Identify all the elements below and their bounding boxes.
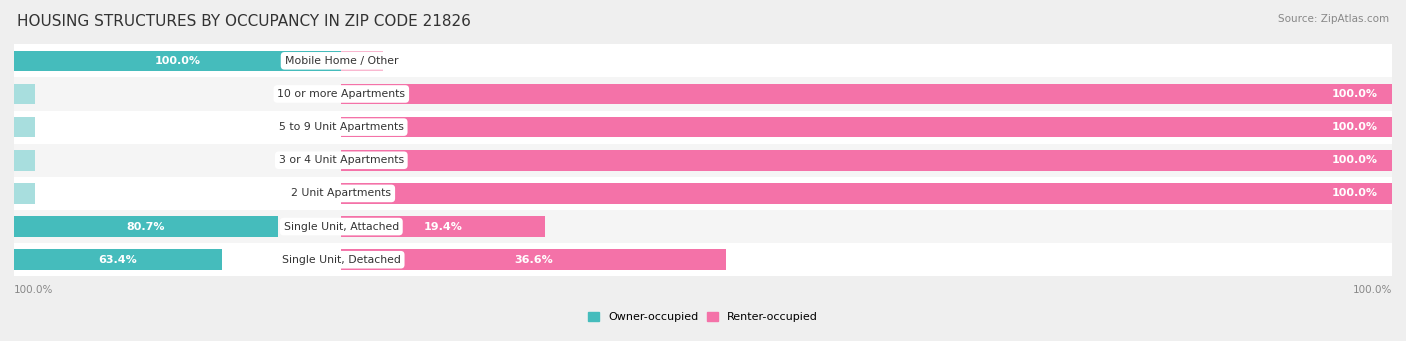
- Text: 100.0%: 100.0%: [155, 56, 201, 66]
- Text: 3 or 4 Unit Apartments: 3 or 4 Unit Apartments: [278, 155, 404, 165]
- Text: 100.0%: 100.0%: [1331, 89, 1378, 99]
- Text: 10 or more Apartments: 10 or more Apartments: [277, 89, 405, 99]
- Text: 0.0%: 0.0%: [302, 122, 330, 132]
- Text: 100.0%: 100.0%: [1331, 189, 1378, 198]
- Legend: Owner-occupied, Renter-occupied: Owner-occupied, Renter-occupied: [583, 307, 823, 327]
- Text: 100.0%: 100.0%: [1331, 122, 1378, 132]
- Bar: [14, 84, 35, 104]
- Bar: [14, 77, 1392, 110]
- Text: 2 Unit Apartments: 2 Unit Apartments: [291, 189, 391, 198]
- Text: 36.6%: 36.6%: [515, 255, 553, 265]
- Text: 80.7%: 80.7%: [127, 222, 166, 232]
- Text: 0.0%: 0.0%: [352, 56, 380, 66]
- Bar: [14, 243, 1392, 276]
- Text: 5 to 9 Unit Apartments: 5 to 9 Unit Apartments: [278, 122, 404, 132]
- Text: Single Unit, Detached: Single Unit, Detached: [281, 255, 401, 265]
- Bar: [14, 183, 35, 204]
- Bar: [14, 44, 1392, 77]
- Text: 63.4%: 63.4%: [98, 255, 138, 265]
- Bar: [342, 216, 546, 237]
- Text: 100.0%: 100.0%: [1331, 155, 1378, 165]
- Bar: [14, 144, 1392, 177]
- Text: 100.0%: 100.0%: [1353, 285, 1392, 295]
- Text: 100.0%: 100.0%: [14, 285, 53, 295]
- Text: Source: ZipAtlas.com: Source: ZipAtlas.com: [1278, 14, 1389, 24]
- Bar: [342, 50, 384, 71]
- Bar: [14, 250, 222, 270]
- Text: Single Unit, Attached: Single Unit, Attached: [284, 222, 399, 232]
- Text: 0.0%: 0.0%: [302, 89, 330, 99]
- Text: Mobile Home / Other: Mobile Home / Other: [284, 56, 398, 66]
- Bar: [342, 183, 1392, 204]
- Text: 19.4%: 19.4%: [423, 222, 463, 232]
- Bar: [14, 150, 35, 170]
- Text: 0.0%: 0.0%: [302, 155, 330, 165]
- Bar: [342, 84, 1392, 104]
- Bar: [342, 150, 1392, 170]
- Bar: [14, 117, 35, 137]
- Bar: [14, 177, 1392, 210]
- Bar: [14, 216, 278, 237]
- Text: HOUSING STRUCTURES BY OCCUPANCY IN ZIP CODE 21826: HOUSING STRUCTURES BY OCCUPANCY IN ZIP C…: [17, 14, 471, 29]
- Text: 0.0%: 0.0%: [302, 189, 330, 198]
- Bar: [342, 250, 725, 270]
- Bar: [14, 210, 1392, 243]
- Bar: [14, 110, 1392, 144]
- Bar: [14, 50, 342, 71]
- Bar: [342, 117, 1392, 137]
